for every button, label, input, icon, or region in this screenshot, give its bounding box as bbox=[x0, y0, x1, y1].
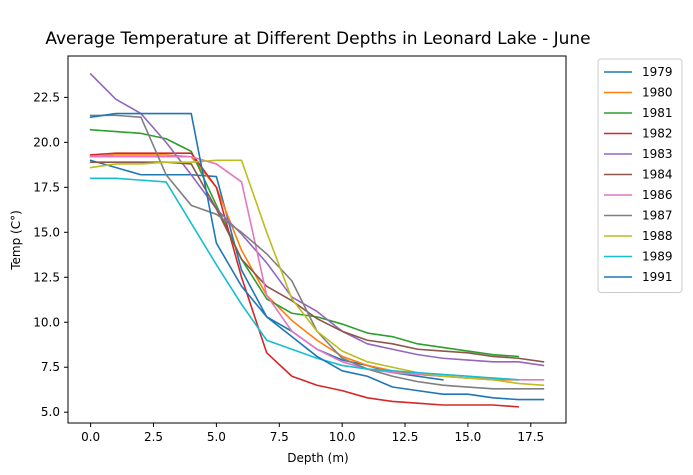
legend-label-1983: 1983 bbox=[642, 147, 673, 161]
legend-label-1988: 1988 bbox=[642, 229, 673, 243]
legend-label-1987: 1987 bbox=[642, 209, 673, 223]
y-tick-label: 17.5 bbox=[33, 180, 60, 194]
plot-area-frame bbox=[67, 55, 567, 424]
legend: 1979 1980 1981 1982 1983 1984 1986 1987 1988 1989… bbox=[597, 58, 683, 293]
x-axis-label: Depth (m) bbox=[287, 451, 348, 465]
legend-label-1986: 1986 bbox=[642, 188, 673, 202]
x-tick-label: 12.5 bbox=[392, 430, 419, 444]
y-tick-label: 10.0 bbox=[33, 315, 60, 329]
legend-label-1991: 1991 bbox=[642, 270, 673, 284]
legend-label-1982: 1982 bbox=[642, 127, 673, 141]
x-tick-label: 10.0 bbox=[329, 430, 356, 444]
legend-label-1981: 1981 bbox=[642, 106, 673, 120]
chart-title: Average Temperature at Different Depths … bbox=[45, 29, 590, 49]
series-line-1991 bbox=[89, 112, 545, 401]
x-axis-ticks: 0.0 2.5 5.0 7.5 10.0 12.5 15.0 17.5 bbox=[81, 423, 544, 444]
series-line-1988 bbox=[89, 159, 545, 387]
y-axis-label: Temp (C°) bbox=[9, 210, 23, 271]
x-tick-label: 17.5 bbox=[517, 430, 544, 444]
x-tick-label: 2.5 bbox=[144, 430, 163, 444]
legend-box bbox=[597, 58, 683, 293]
y-tick-label: 5.0 bbox=[41, 405, 60, 419]
x-tick-label: 7.5 bbox=[270, 430, 289, 444]
series-lines bbox=[89, 72, 545, 408]
legend-label-1980: 1980 bbox=[642, 86, 673, 100]
legend-label-1984: 1984 bbox=[642, 168, 673, 182]
x-tick-label: 0.0 bbox=[81, 430, 100, 444]
y-tick-label: 20.0 bbox=[33, 135, 60, 149]
y-tick-label: 22.5 bbox=[33, 90, 60, 104]
legend-label-1989: 1989 bbox=[642, 250, 673, 264]
y-tick-label: 15.0 bbox=[33, 225, 60, 239]
y-tick-label: 7.5 bbox=[41, 360, 60, 374]
series-line-1983 bbox=[89, 72, 545, 367]
series-line-1989 bbox=[89, 177, 520, 381]
x-tick-label: 15.0 bbox=[455, 430, 482, 444]
series-line-1982 bbox=[89, 152, 520, 408]
y-tick-label: 12.5 bbox=[33, 270, 60, 284]
legend-label-1979: 1979 bbox=[642, 65, 673, 79]
x-tick-label: 5.0 bbox=[207, 430, 226, 444]
y-axis-ticks: 5.0 7.5 10.0 12.5 15.0 17.5 20.0 22.5 bbox=[33, 90, 68, 419]
